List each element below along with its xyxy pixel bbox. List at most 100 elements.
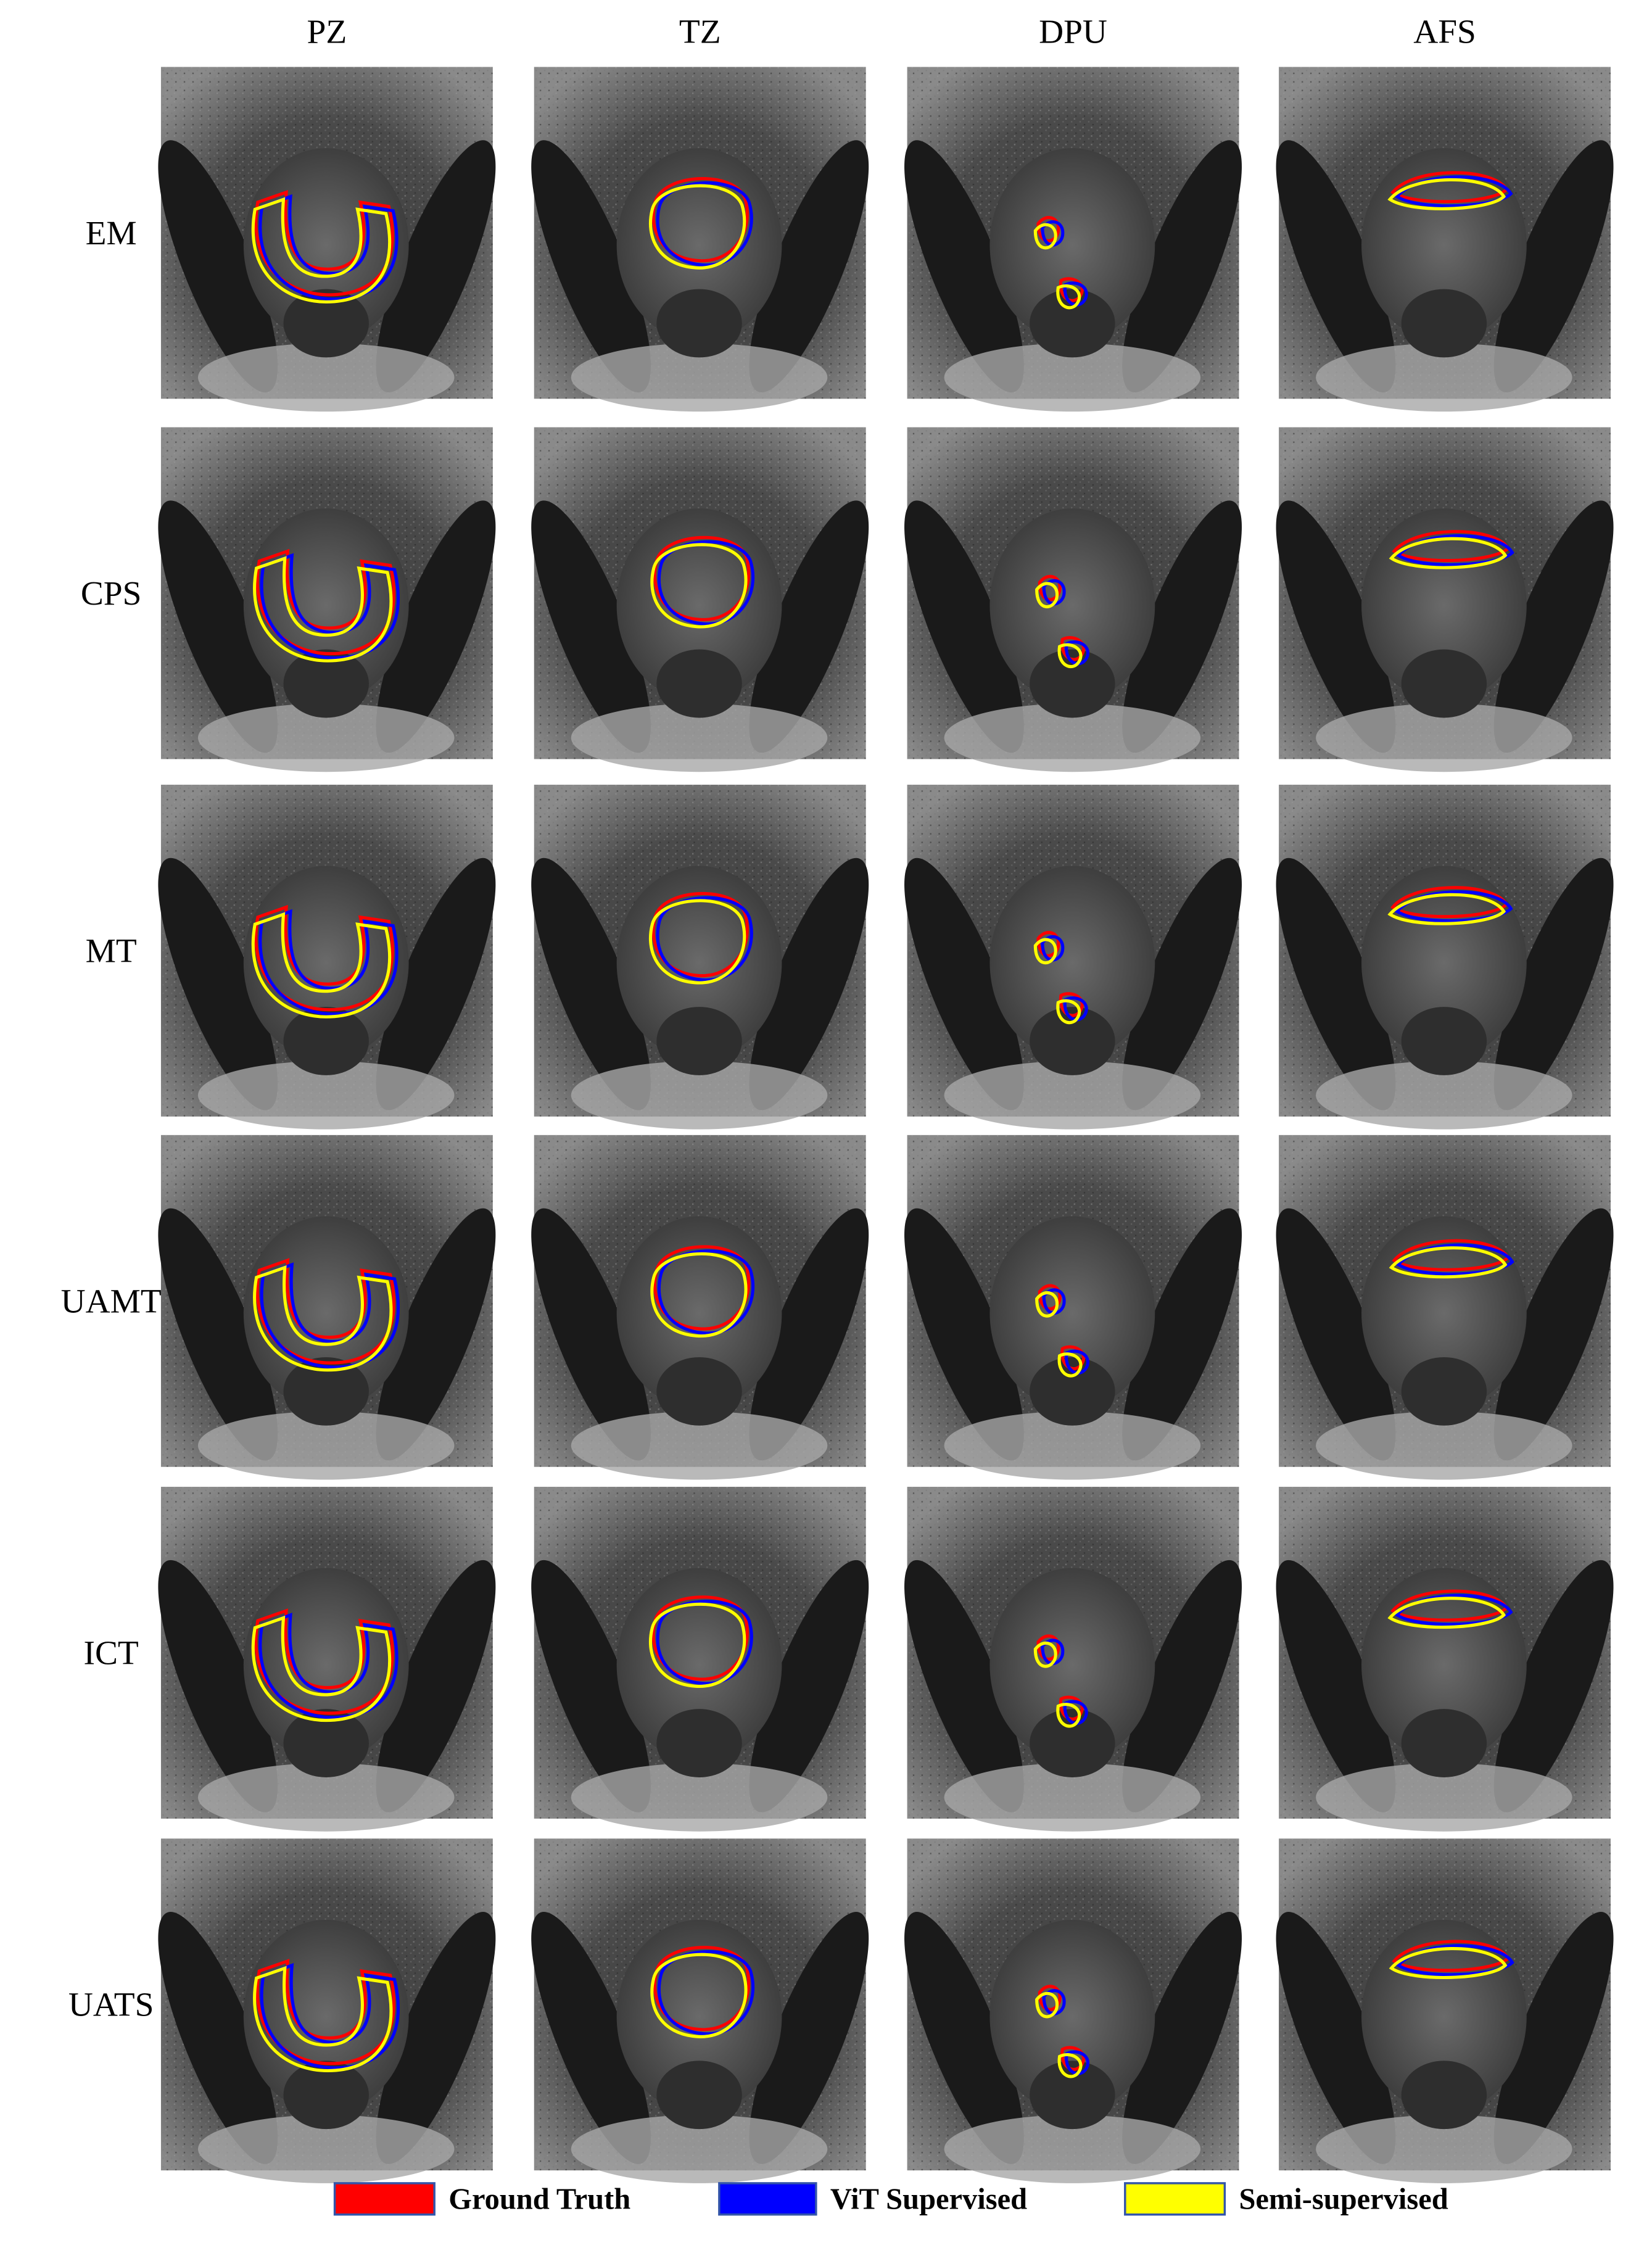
dark-region [1276, 1208, 1396, 1461]
bright-region [1316, 343, 1572, 412]
column-header: TZ [679, 12, 721, 50]
dark-region [1276, 1912, 1396, 2164]
prostate [989, 1216, 1155, 1410]
dark-region [904, 1208, 1024, 1461]
mri-image [158, 427, 496, 772]
bright-region [571, 343, 828, 412]
contour [260, 553, 400, 660]
rectum [656, 289, 742, 358]
bright-region [197, 1060, 455, 1130]
mri-image [904, 1487, 1242, 1832]
bright-region [1316, 1060, 1572, 1130]
rectum [656, 1007, 742, 1075]
dark-region [531, 858, 651, 1110]
bright-region [571, 1763, 828, 1832]
rectum [283, 1007, 369, 1075]
column-header: DPU [1039, 12, 1107, 50]
dark-region [749, 500, 869, 753]
contour [253, 1966, 393, 2073]
contour [258, 1613, 399, 1719]
row-label: UATS [68, 1986, 154, 2024]
dark-region [1122, 858, 1242, 1110]
legend-label: Ground Truth [448, 2183, 630, 2215]
dark-region [1493, 1912, 1614, 2164]
rectum [1401, 649, 1487, 718]
contour [1389, 1947, 1508, 1980]
column-header: PZ [307, 12, 347, 50]
bright-region [1316, 1763, 1572, 1832]
prostate [989, 866, 1155, 1060]
contour [1036, 1634, 1084, 1721]
prostate [989, 148, 1155, 342]
contour [253, 1265, 393, 1372]
bright-region [197, 703, 455, 772]
rectum [283, 649, 369, 718]
contour [648, 184, 746, 270]
bright-region [1316, 2115, 1572, 2183]
contour [1041, 935, 1088, 1022]
rectum [283, 2061, 369, 2130]
row-label: UAMT [61, 1282, 162, 1320]
dark-region [376, 1560, 496, 1813]
contour [1033, 1641, 1081, 1728]
row-label: EM [86, 214, 137, 252]
rectum [283, 1357, 369, 1426]
dark-region [376, 500, 496, 753]
mri-image [1276, 1838, 1614, 2183]
mri-image [531, 1838, 869, 2183]
contour [656, 896, 753, 982]
contour [253, 556, 393, 663]
bright-region [944, 1411, 1201, 1480]
dark-region [904, 1560, 1024, 1813]
rectum [283, 1709, 369, 1777]
bright-region [197, 1763, 455, 1832]
contour [657, 540, 755, 626]
row-label: ICT [84, 1634, 139, 1671]
contour [1041, 220, 1088, 307]
dark-region [376, 1912, 496, 2164]
contour [1038, 1985, 1085, 2071]
dark-region [904, 500, 1024, 753]
contour [1035, 1991, 1083, 2078]
mri-image [158, 67, 496, 412]
contour [1387, 893, 1506, 925]
rectum [1030, 649, 1115, 718]
rectum [1030, 1007, 1115, 1075]
contour [650, 543, 748, 629]
dark-region [1276, 858, 1396, 1110]
rectum [1401, 1007, 1487, 1075]
legend-swatch [718, 2182, 817, 2216]
bright-region [1316, 1411, 1572, 1480]
rectum [656, 2061, 742, 2130]
mri-image [158, 1487, 496, 1832]
dark-region [158, 500, 278, 753]
dark-region [1493, 500, 1614, 753]
contour [1041, 1639, 1088, 1725]
rectum [1401, 289, 1487, 358]
contour [657, 1950, 755, 2036]
legend-label: Semi-supervised [1239, 2183, 1448, 2215]
mri-image [158, 784, 496, 1130]
bright-region [571, 1060, 828, 1130]
contour [648, 899, 746, 985]
bright-region [944, 343, 1201, 412]
bright-region [197, 343, 455, 412]
dark-region [1276, 500, 1396, 753]
dark-region [749, 140, 869, 393]
dark-region [376, 140, 496, 393]
contour [251, 1615, 392, 1722]
contour [650, 1953, 748, 2038]
contour [1389, 537, 1508, 569]
bright-region [571, 703, 828, 772]
column-header: AFS [1413, 12, 1476, 50]
rectum [1030, 2061, 1115, 2130]
dark-region [158, 140, 278, 393]
mri-image [904, 784, 1242, 1130]
mri-image [904, 1135, 1242, 1480]
dark-region [904, 140, 1024, 393]
dark-region [531, 500, 651, 753]
mri-image [904, 1838, 1242, 2183]
rectum [1401, 2061, 1487, 2130]
prostate [989, 1568, 1155, 1762]
